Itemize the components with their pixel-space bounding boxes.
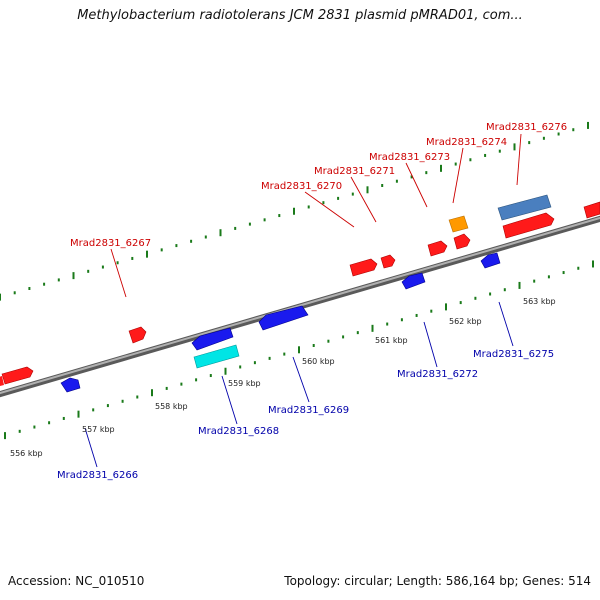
scale-tick-label: 561 kbp	[375, 336, 408, 345]
reverse-gene-labels: Mrad2831_6266 Mrad2831_6268 Mrad2831_626…	[57, 349, 554, 481]
scale-tick-label: 562 kbp	[449, 317, 482, 326]
scale-tick-label: 560 kbp	[302, 357, 335, 366]
scale-tick-label: 556 kbp	[10, 449, 43, 458]
scale-tick-label: 559 kbp	[228, 379, 261, 388]
map-title: Methylobacterium radiotolerans JCM 2831 …	[77, 8, 523, 23]
scale-tick-labels: 556 kbp 557 kbp 558 kbp 559 kbp 560 kbp …	[10, 297, 556, 458]
accession-text: Accession: NC_010510	[8, 574, 145, 588]
gene-label[interactable]: Mrad2831_6276	[486, 122, 567, 133]
gene-reverse[interactable]	[60, 252, 501, 393]
label-leaders-reverse	[84, 301, 514, 468]
gene-features[interactable]	[0, 194, 600, 393]
gene-label[interactable]: Mrad2831_6274	[426, 137, 507, 148]
gene-label[interactable]: Mrad2831_6273	[369, 152, 450, 163]
dotted-tracks	[0, 121, 594, 440]
gene-label[interactable]: Mrad2831_6266	[57, 470, 138, 481]
label-leaders-forward	[110, 133, 522, 298]
gene-label[interactable]: Mrad2831_6271	[314, 166, 395, 177]
gene-label[interactable]: Mrad2831_6272	[397, 369, 478, 380]
gene-label[interactable]: Mrad2831_6270	[261, 181, 342, 192]
scale-tick-label: 557 kbp	[82, 425, 115, 434]
gene-label[interactable]: Mrad2831_6269	[268, 405, 349, 416]
gene-label[interactable]: Mrad2831_6268	[198, 426, 279, 437]
forward-gene-labels: Mrad2831_6267 Mrad2831_6270 Mrad2831_627…	[70, 122, 567, 249]
gene-label[interactable]: Mrad2831_6275	[473, 349, 554, 360]
scale-tick-label: 558 kbp	[155, 402, 188, 411]
genome-summary-text: Topology: circular; Length: 586,164 bp; …	[284, 574, 591, 588]
scale-tick-label: 563 kbp	[523, 297, 556, 306]
gene-label[interactable]: Mrad2831_6267	[70, 238, 151, 249]
gene-forward[interactable]	[0, 194, 600, 387]
